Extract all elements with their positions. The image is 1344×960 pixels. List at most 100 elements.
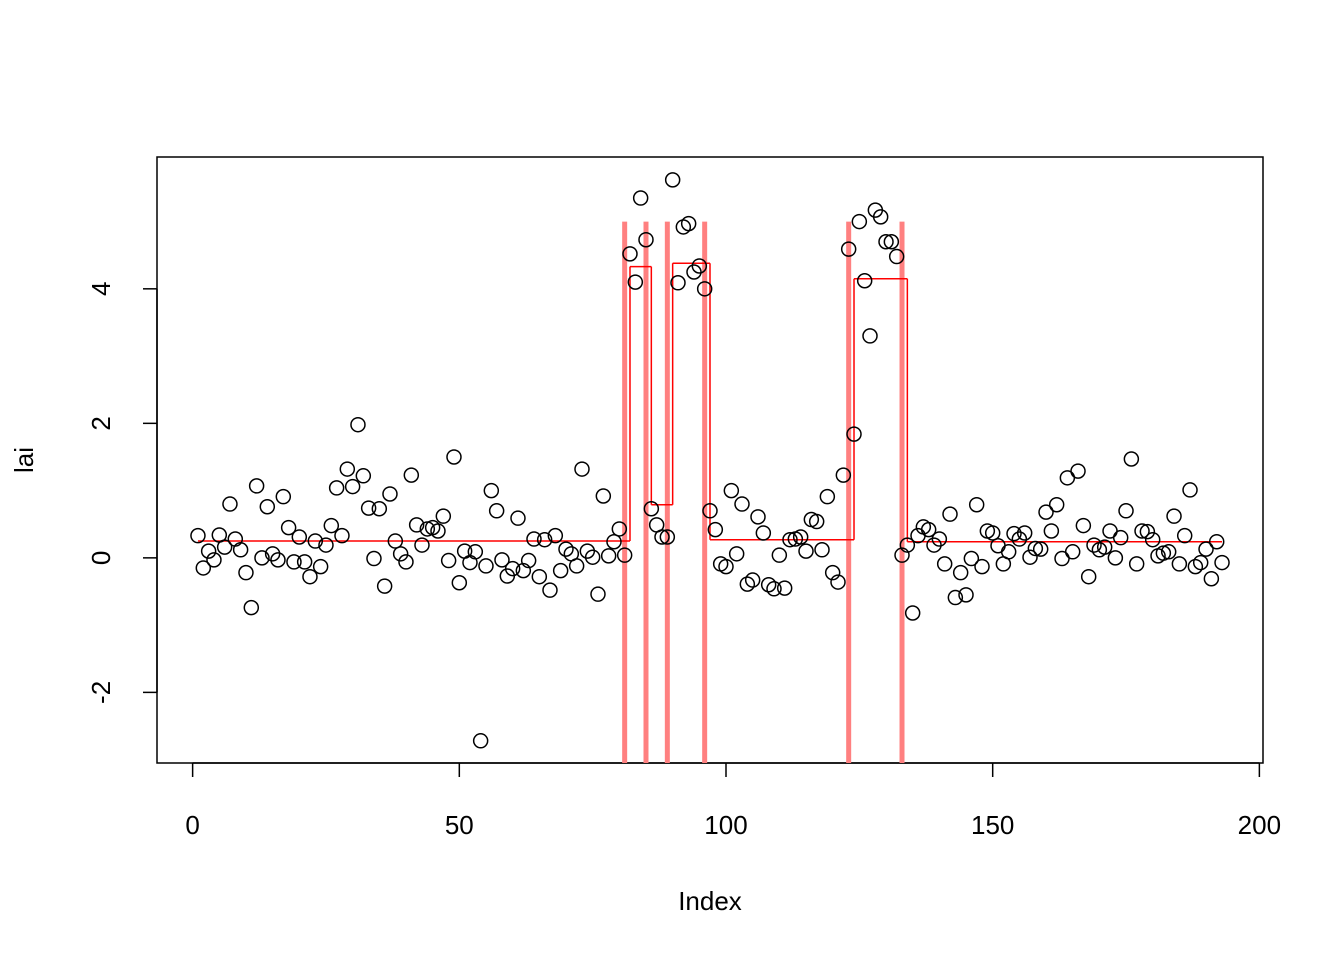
point [259, 498, 276, 515]
point [1144, 531, 1161, 548]
point [1059, 470, 1076, 486]
point [814, 542, 830, 558]
point [248, 478, 265, 494]
y-tick-label: 2 [86, 416, 116, 430]
point [926, 537, 942, 553]
point [462, 554, 478, 571]
y-tick-label: -2 [86, 681, 116, 704]
point [1000, 544, 1017, 560]
point [584, 549, 601, 565]
point [1070, 463, 1086, 479]
point [334, 527, 350, 544]
point [632, 190, 649, 206]
point [520, 552, 537, 569]
point [952, 564, 969, 581]
point [318, 537, 334, 553]
point [894, 547, 910, 563]
point [958, 587, 974, 603]
point [531, 568, 548, 585]
point [808, 513, 825, 530]
point [360, 500, 377, 516]
point [1032, 541, 1049, 557]
point [1139, 523, 1156, 540]
point [888, 248, 905, 265]
point [1112, 529, 1129, 546]
point [243, 599, 260, 616]
point [739, 576, 756, 592]
point [1043, 523, 1060, 539]
point [691, 258, 708, 274]
point [467, 544, 484, 560]
point [430, 523, 446, 539]
point [419, 521, 436, 537]
point [798, 543, 814, 559]
point [707, 521, 724, 538]
point [494, 552, 510, 568]
point [190, 527, 206, 544]
point [750, 509, 766, 525]
point [408, 517, 425, 533]
point [1006, 525, 1022, 542]
point [1027, 540, 1044, 557]
point [280, 519, 297, 536]
x-tick-label: 150 [971, 810, 1014, 840]
point [446, 449, 462, 465]
point [856, 273, 873, 289]
x-axis-label: Index [678, 886, 742, 916]
point [611, 521, 628, 537]
point [686, 264, 702, 280]
point [771, 547, 788, 563]
point [376, 578, 393, 594]
point [1208, 533, 1225, 550]
point [307, 533, 324, 549]
point [1182, 482, 1198, 498]
point [734, 496, 750, 512]
point [440, 552, 457, 569]
point [723, 482, 740, 499]
point [819, 488, 836, 505]
point [696, 281, 713, 297]
y-tick-label: 0 [86, 551, 116, 565]
point [670, 275, 686, 291]
point [238, 564, 254, 581]
point [904, 605, 921, 621]
point [344, 478, 361, 495]
point [451, 574, 468, 591]
y-tick-label: 4 [86, 282, 116, 296]
point [595, 488, 612, 504]
point [552, 562, 569, 579]
y-axis-label: lai [9, 447, 39, 473]
point [1075, 517, 1092, 534]
point [1016, 525, 1033, 541]
point [590, 586, 606, 602]
point [830, 574, 846, 590]
point [206, 552, 222, 568]
point [1198, 541, 1214, 557]
point [403, 467, 420, 483]
point [766, 581, 782, 597]
point [371, 501, 388, 517]
point [536, 531, 553, 548]
point [1048, 496, 1065, 513]
point [718, 558, 734, 575]
point [579, 543, 596, 559]
point [654, 529, 670, 545]
point [744, 572, 761, 588]
point [760, 577, 777, 593]
point [878, 233, 894, 250]
point [270, 552, 286, 568]
point [323, 517, 340, 534]
point [483, 482, 500, 499]
point [216, 539, 233, 555]
point [328, 480, 345, 496]
point [1107, 550, 1124, 566]
point [1192, 554, 1209, 571]
point [968, 496, 985, 513]
point [638, 231, 654, 248]
point [616, 547, 633, 563]
point [840, 241, 857, 257]
point [920, 521, 937, 538]
point [478, 558, 494, 574]
point [1203, 570, 1220, 587]
point [936, 556, 953, 572]
